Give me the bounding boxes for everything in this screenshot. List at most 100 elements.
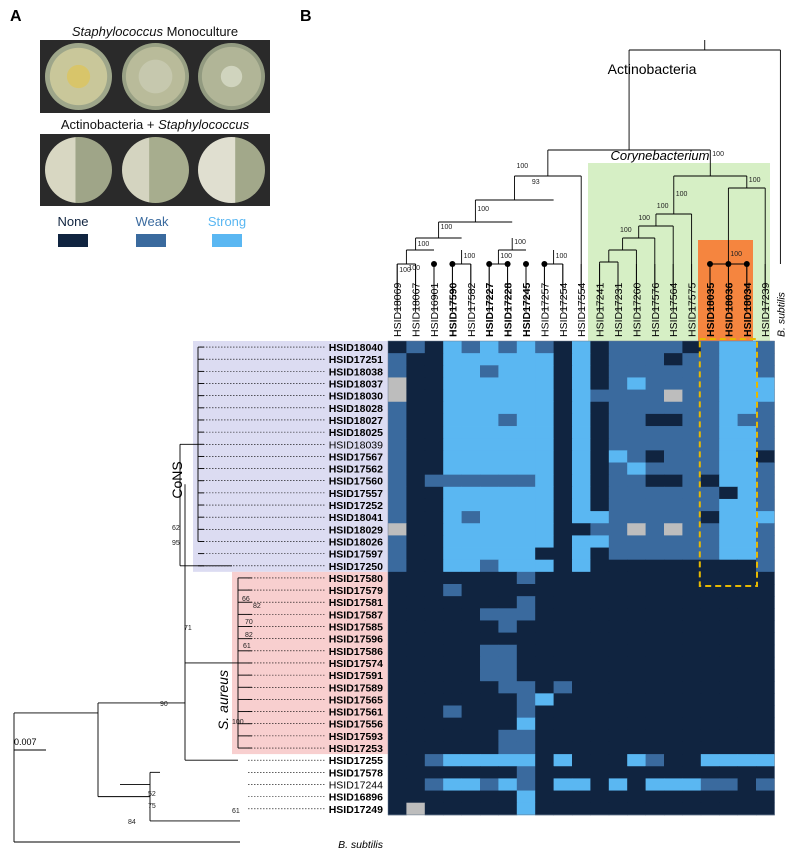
heatmap-border bbox=[387, 340, 775, 816]
heatmap-cell bbox=[719, 766, 738, 779]
heatmap-cell bbox=[682, 729, 702, 743]
heatmap-cell bbox=[682, 511, 702, 524]
legend-strong-swatch bbox=[212, 234, 242, 247]
heatmap-cell bbox=[608, 438, 628, 451]
heatmap-cell bbox=[719, 486, 738, 500]
heatmap-cell bbox=[645, 426, 665, 439]
heatmap-cell bbox=[443, 486, 462, 500]
tip-marker bbox=[707, 261, 713, 267]
heatmap-cell bbox=[461, 669, 481, 682]
heatmap-cell bbox=[535, 608, 554, 621]
heatmap-cell bbox=[664, 729, 683, 743]
heatmap-cell bbox=[664, 584, 683, 597]
heatmap-cell bbox=[443, 559, 462, 573]
row-label: HSID17250 bbox=[329, 561, 383, 573]
heatmap-cell bbox=[590, 608, 610, 621]
bootstrap-label: 100 bbox=[730, 251, 742, 258]
heatmap-cell bbox=[664, 365, 683, 378]
row-label: HSID17579 bbox=[329, 585, 383, 597]
heatmap-cell bbox=[572, 365, 591, 378]
heatmap-cell bbox=[406, 426, 426, 439]
heatmap-cell bbox=[627, 474, 646, 488]
heatmap-cell bbox=[535, 790, 554, 804]
heatmap-cell bbox=[627, 523, 646, 536]
heatmap-cell bbox=[424, 596, 444, 609]
heatmap-cell bbox=[608, 523, 628, 536]
column-label: HSID17227 bbox=[484, 283, 496, 337]
heatmap-cell bbox=[645, 365, 665, 378]
heatmap-cell bbox=[737, 608, 757, 621]
heatmap-cell bbox=[627, 608, 646, 621]
heatmap-cell bbox=[645, 790, 665, 804]
heatmap-cell bbox=[590, 535, 610, 548]
heatmap-cell bbox=[480, 377, 499, 390]
saureus-label-genus: S. bbox=[215, 717, 231, 730]
heatmap-cell bbox=[461, 486, 481, 500]
heatmap-cell bbox=[535, 681, 554, 694]
heatmap-cell bbox=[590, 547, 610, 561]
heatmap-cell bbox=[461, 413, 481, 427]
heatmap-cell bbox=[388, 693, 407, 706]
coculture-genus: Staphylococcus bbox=[158, 117, 250, 132]
column-label: HSID17239 bbox=[760, 283, 772, 337]
heatmap-cell bbox=[424, 717, 444, 731]
heatmap-cell bbox=[664, 498, 683, 512]
heatmap-cell bbox=[424, 790, 444, 804]
heatmap-cell bbox=[388, 656, 407, 670]
heatmap-cell bbox=[443, 705, 462, 719]
heatmap-cell bbox=[535, 547, 554, 561]
heatmap-cell bbox=[406, 535, 426, 548]
tip-marker bbox=[504, 261, 511, 267]
top-phylogeny bbox=[396, 40, 781, 312]
heatmap-cell bbox=[424, 571, 444, 585]
heatmap-cell bbox=[645, 523, 665, 536]
heatmap-cell bbox=[480, 341, 499, 354]
column-label: HSID17590 bbox=[447, 283, 459, 337]
heatmap-cell bbox=[756, 802, 775, 816]
heatmap-cell bbox=[480, 681, 499, 694]
heatmap-cell bbox=[737, 693, 757, 706]
heatmap-cell bbox=[590, 523, 610, 536]
heatmap-cell bbox=[388, 644, 407, 658]
heatmap-cell bbox=[443, 656, 462, 670]
heatmap-cell bbox=[553, 778, 573, 791]
column-label: HSID17575 bbox=[687, 283, 699, 337]
heatmap-cell bbox=[480, 389, 499, 403]
heatmap-cell bbox=[627, 632, 646, 646]
heatmap-cell bbox=[700, 341, 720, 354]
heatmap-cell bbox=[516, 438, 536, 451]
heatmap-cell bbox=[480, 486, 499, 500]
heatmap-grid bbox=[388, 341, 775, 816]
heatmap-cell bbox=[406, 693, 426, 706]
heatmap-cell bbox=[719, 523, 738, 536]
heatmap-cell bbox=[645, 511, 665, 524]
heatmap-cell bbox=[719, 547, 738, 561]
tip-marker bbox=[541, 261, 548, 267]
heatmap-cell bbox=[516, 632, 536, 646]
heatmap-cell bbox=[424, 523, 444, 536]
heatmap-cell bbox=[572, 426, 591, 439]
heatmap-cell bbox=[645, 450, 665, 463]
row-label: HSID17581 bbox=[329, 597, 383, 609]
heatmap-cell bbox=[572, 608, 591, 621]
heatmap-cell bbox=[700, 462, 720, 476]
heatmap-cell bbox=[461, 571, 481, 585]
heatmap-cell bbox=[719, 790, 738, 804]
heatmap-cell bbox=[424, 438, 444, 451]
heatmap-cell bbox=[498, 571, 518, 585]
heatmap-cell bbox=[535, 717, 554, 731]
heatmap-cell bbox=[627, 693, 646, 706]
heatmap-cell bbox=[756, 389, 775, 403]
heatmap-cell bbox=[498, 462, 518, 476]
heatmap-cell bbox=[480, 608, 499, 621]
column-label: HSID18036 bbox=[723, 283, 735, 337]
heatmap-cell bbox=[406, 353, 426, 366]
heatmap-cell bbox=[424, 498, 444, 512]
heatmap-cell bbox=[682, 790, 702, 804]
heatmap-cell bbox=[553, 353, 573, 366]
heatmap-cell bbox=[424, 741, 444, 755]
heatmap-cell bbox=[516, 377, 536, 390]
heatmap-cell bbox=[664, 523, 683, 536]
heatmap-cell bbox=[645, 802, 665, 816]
heatmap-cell bbox=[461, 474, 481, 488]
